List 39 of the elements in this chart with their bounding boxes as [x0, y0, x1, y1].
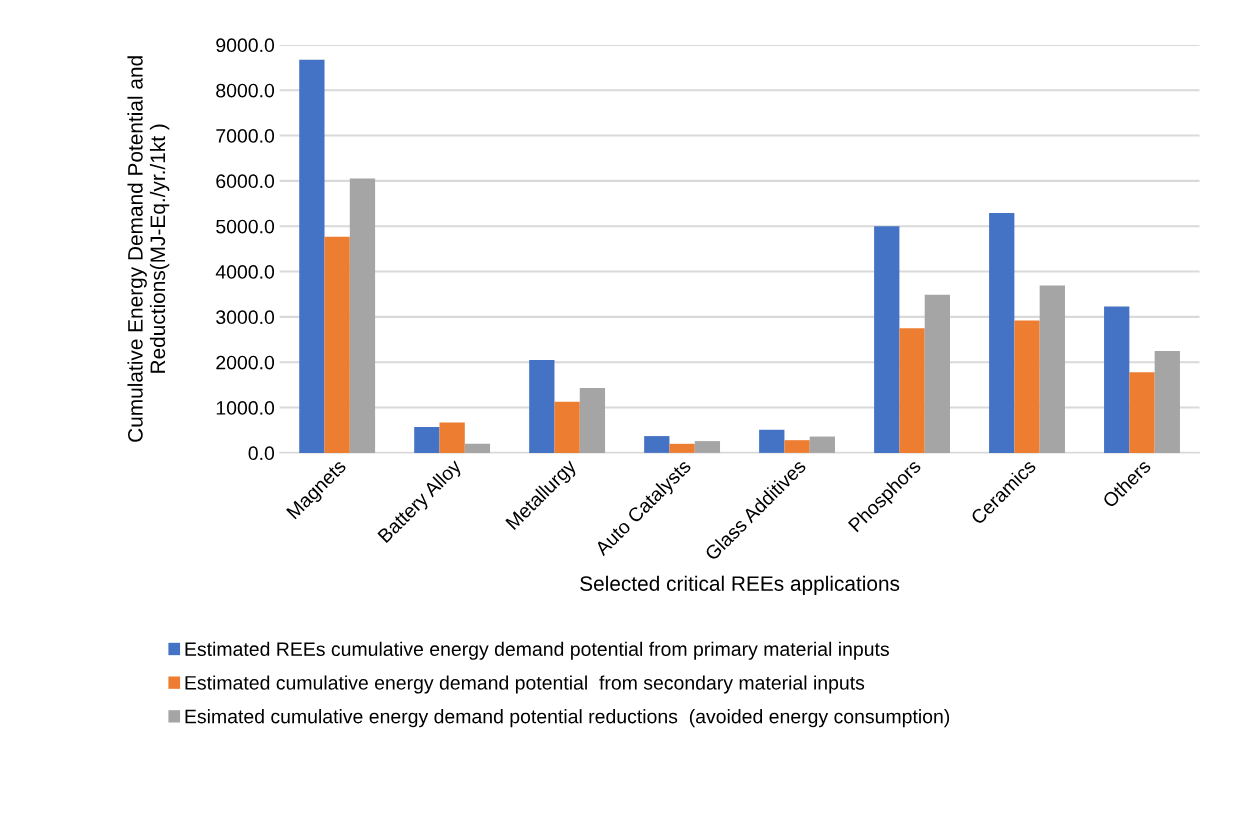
bar [529, 359, 555, 453]
bar [989, 213, 1015, 453]
bar [759, 429, 785, 453]
bar [1039, 285, 1065, 453]
x-axis-title: Selected critical REEs applications [580, 575, 900, 596]
bar [439, 422, 465, 453]
y-tick-label: 9000.0 [216, 38, 275, 53]
bar [349, 178, 376, 453]
bar [1154, 350, 1180, 453]
bar [694, 441, 721, 453]
y-tick-label: 3000.0 [216, 310, 275, 325]
bar [1014, 320, 1040, 453]
bar [874, 226, 900, 453]
y-tick-label: 2000.0 [216, 355, 275, 370]
bar [784, 440, 810, 453]
y-tick-label: 7000.0 [216, 129, 275, 143]
bar [324, 236, 350, 453]
y-tick-label: 6000.0 [216, 174, 275, 189]
legend-label: Esimated cumulative energy demand potential reductions (avoided energy consumption) [185, 709, 950, 728]
y-axis-title: Cumulative Energy Demand Potential and Reductions(MJ-Eq./yr./1kt ) [127, 56, 170, 442]
legend-label: Estimated REEs cumulative energy demand potential from primary material inputs [185, 641, 889, 660]
bar [554, 401, 580, 453]
bar [644, 436, 670, 453]
bar [579, 388, 606, 453]
bar [464, 443, 491, 453]
bar [924, 294, 950, 453]
bar [899, 328, 925, 453]
bar [1104, 306, 1130, 453]
bar [809, 436, 836, 453]
y-tick-label: 0.0 [248, 446, 275, 461]
y-tick-label: 4000.0 [215, 265, 275, 279]
bar [414, 427, 440, 453]
bar [669, 443, 695, 453]
bar [1129, 372, 1155, 453]
y-tick-label: 8000.0 [216, 83, 275, 98]
y-tick-label: 1000.0 [216, 401, 275, 415]
bar [299, 59, 325, 453]
legend-label: Estimated cumulative energy demand potential from secondary material inputs [185, 675, 865, 694]
y-tick-label: 5000.0 [216, 219, 275, 234]
